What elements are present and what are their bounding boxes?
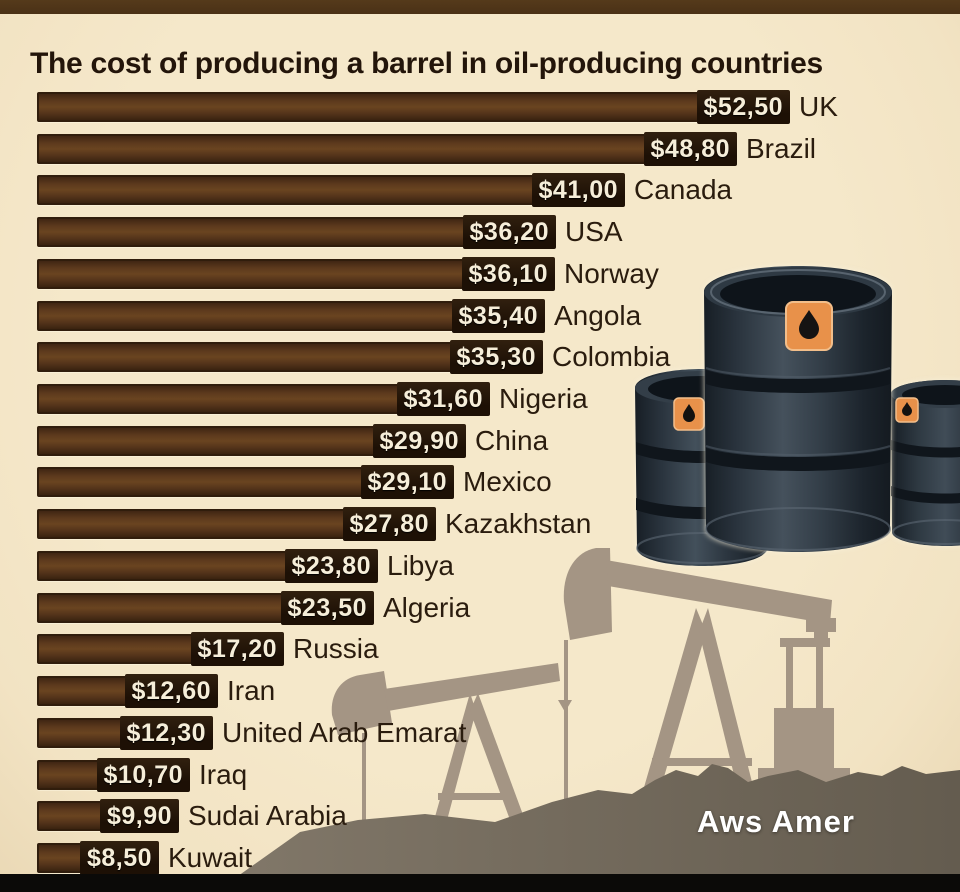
country-label: Kazakhstan	[445, 508, 592, 539]
price-label: $36,10	[461, 257, 555, 291]
cost-bar: $12,30	[37, 716, 213, 750]
price-label: $35,40	[451, 299, 545, 333]
country-label: China	[475, 425, 549, 456]
bar-row: $12,60 Iran	[37, 674, 957, 708]
cost-bar: $27,80	[37, 507, 436, 541]
price-label: $23,80	[284, 549, 378, 583]
country-label: Nigeria	[499, 383, 588, 414]
bar-chart: $52,50 UK $48,80 Brazil $41,00 Canada $3…	[37, 90, 960, 882]
price-label: $12,60	[124, 674, 218, 708]
country-label: Iraq	[199, 759, 248, 790]
bar-row: $9,90 Sudai Arabia	[37, 799, 957, 833]
cost-bar: $41,00	[37, 173, 625, 207]
watermark: Aws Amer	[697, 804, 855, 839]
price-label: $52,50	[696, 90, 790, 124]
country-label: Russia	[293, 633, 379, 664]
bar-row: $23,50 Algeria	[37, 591, 957, 625]
country-label: Kuwait	[168, 842, 253, 873]
price-label: $29,10	[360, 465, 454, 499]
country-label: Angola	[554, 300, 642, 331]
bar-row: $35,40 Angola	[37, 299, 957, 333]
price-label: $23,50	[280, 591, 374, 625]
price-label: $12,30	[119, 716, 213, 750]
price-label: $35,30	[449, 340, 543, 374]
price-label: $29,90	[372, 424, 466, 458]
bar-row: $8,50 Kuwait	[37, 841, 957, 875]
country-label: Brazil	[746, 133, 817, 164]
page-title: The cost of producing a barrel in oil-pr…	[30, 47, 823, 81]
bar-row: $10,70 Iraq	[37, 758, 957, 792]
country-label: Sudai Arabia	[188, 800, 347, 831]
oil-drop-icon	[902, 402, 912, 416]
price-label: $17,20	[190, 632, 284, 666]
oil-drop-icon	[683, 404, 695, 422]
bar-row: $29,10 Mexico	[37, 465, 957, 499]
cost-bar: $8,50	[37, 841, 159, 875]
bar-row: $29,90 China	[37, 424, 957, 458]
cost-bar: $23,80	[37, 549, 378, 583]
cost-bar: $35,40	[37, 299, 545, 333]
cost-bar: $48,80	[37, 132, 737, 166]
cost-bar: $29,90	[37, 424, 466, 458]
cost-bar: $17,20	[37, 632, 284, 666]
bar-row: $35,30 Colombia	[37, 340, 957, 374]
bar-row: $23,80 Libya	[37, 549, 957, 583]
price-label: $9,90	[99, 799, 179, 833]
bar-row: $12,30 United Arab Emarat	[37, 716, 957, 750]
country-label: Libya	[387, 550, 454, 581]
oil-barrel-small-right	[891, 380, 960, 546]
country-label: Mexico	[463, 466, 552, 497]
price-label: $27,80	[342, 507, 436, 541]
cost-bar: $23,50	[37, 591, 374, 625]
country-label: Iran	[227, 675, 276, 706]
bar-row: $41,00 Canada	[37, 173, 957, 207]
price-label: $41,00	[531, 173, 625, 207]
price-label: $48,80	[643, 132, 737, 166]
country-label: Norway	[564, 258, 659, 289]
oil-drop-icon	[799, 310, 819, 339]
country-label: Colombia	[552, 341, 671, 372]
country-label: USA	[565, 216, 623, 247]
cost-bar: $9,90	[37, 799, 179, 833]
bar-row: $36,20 USA	[37, 215, 957, 249]
bar-row: $52,50 UK	[37, 90, 957, 124]
country-label: United Arab Emarat	[222, 717, 467, 748]
bar-row: $31,60 Nigeria	[37, 382, 957, 416]
country-label: Canada	[634, 174, 733, 205]
top-border-strip	[0, 0, 960, 14]
bar-row: $27,80 Kazakhstan	[37, 507, 957, 541]
country-label: UK	[799, 91, 838, 122]
cost-bar: $31,60	[37, 382, 490, 416]
country-label: Algeria	[383, 592, 471, 623]
cost-bar: $10,70	[37, 758, 190, 792]
cost-bar: $35,30	[37, 340, 543, 374]
oil-barrel-large	[704, 266, 892, 552]
cost-bar: $29,10	[37, 465, 454, 499]
cost-bar: $36,10	[37, 257, 555, 291]
bar-row: $48,80 Brazil	[37, 132, 957, 166]
bar-row: $36,10 Norway	[37, 257, 957, 291]
price-label: $8,50	[79, 841, 159, 875]
price-label: $10,70	[96, 758, 190, 792]
cost-bar: $52,50	[37, 90, 790, 124]
cost-bar: $12,60	[37, 674, 218, 708]
cost-bar: $36,20	[37, 215, 556, 249]
price-label: $31,60	[396, 382, 490, 416]
bottom-border-strip	[0, 874, 960, 892]
price-label: $36,20	[462, 215, 556, 249]
bar-row: $17,20 Russia	[37, 632, 957, 666]
